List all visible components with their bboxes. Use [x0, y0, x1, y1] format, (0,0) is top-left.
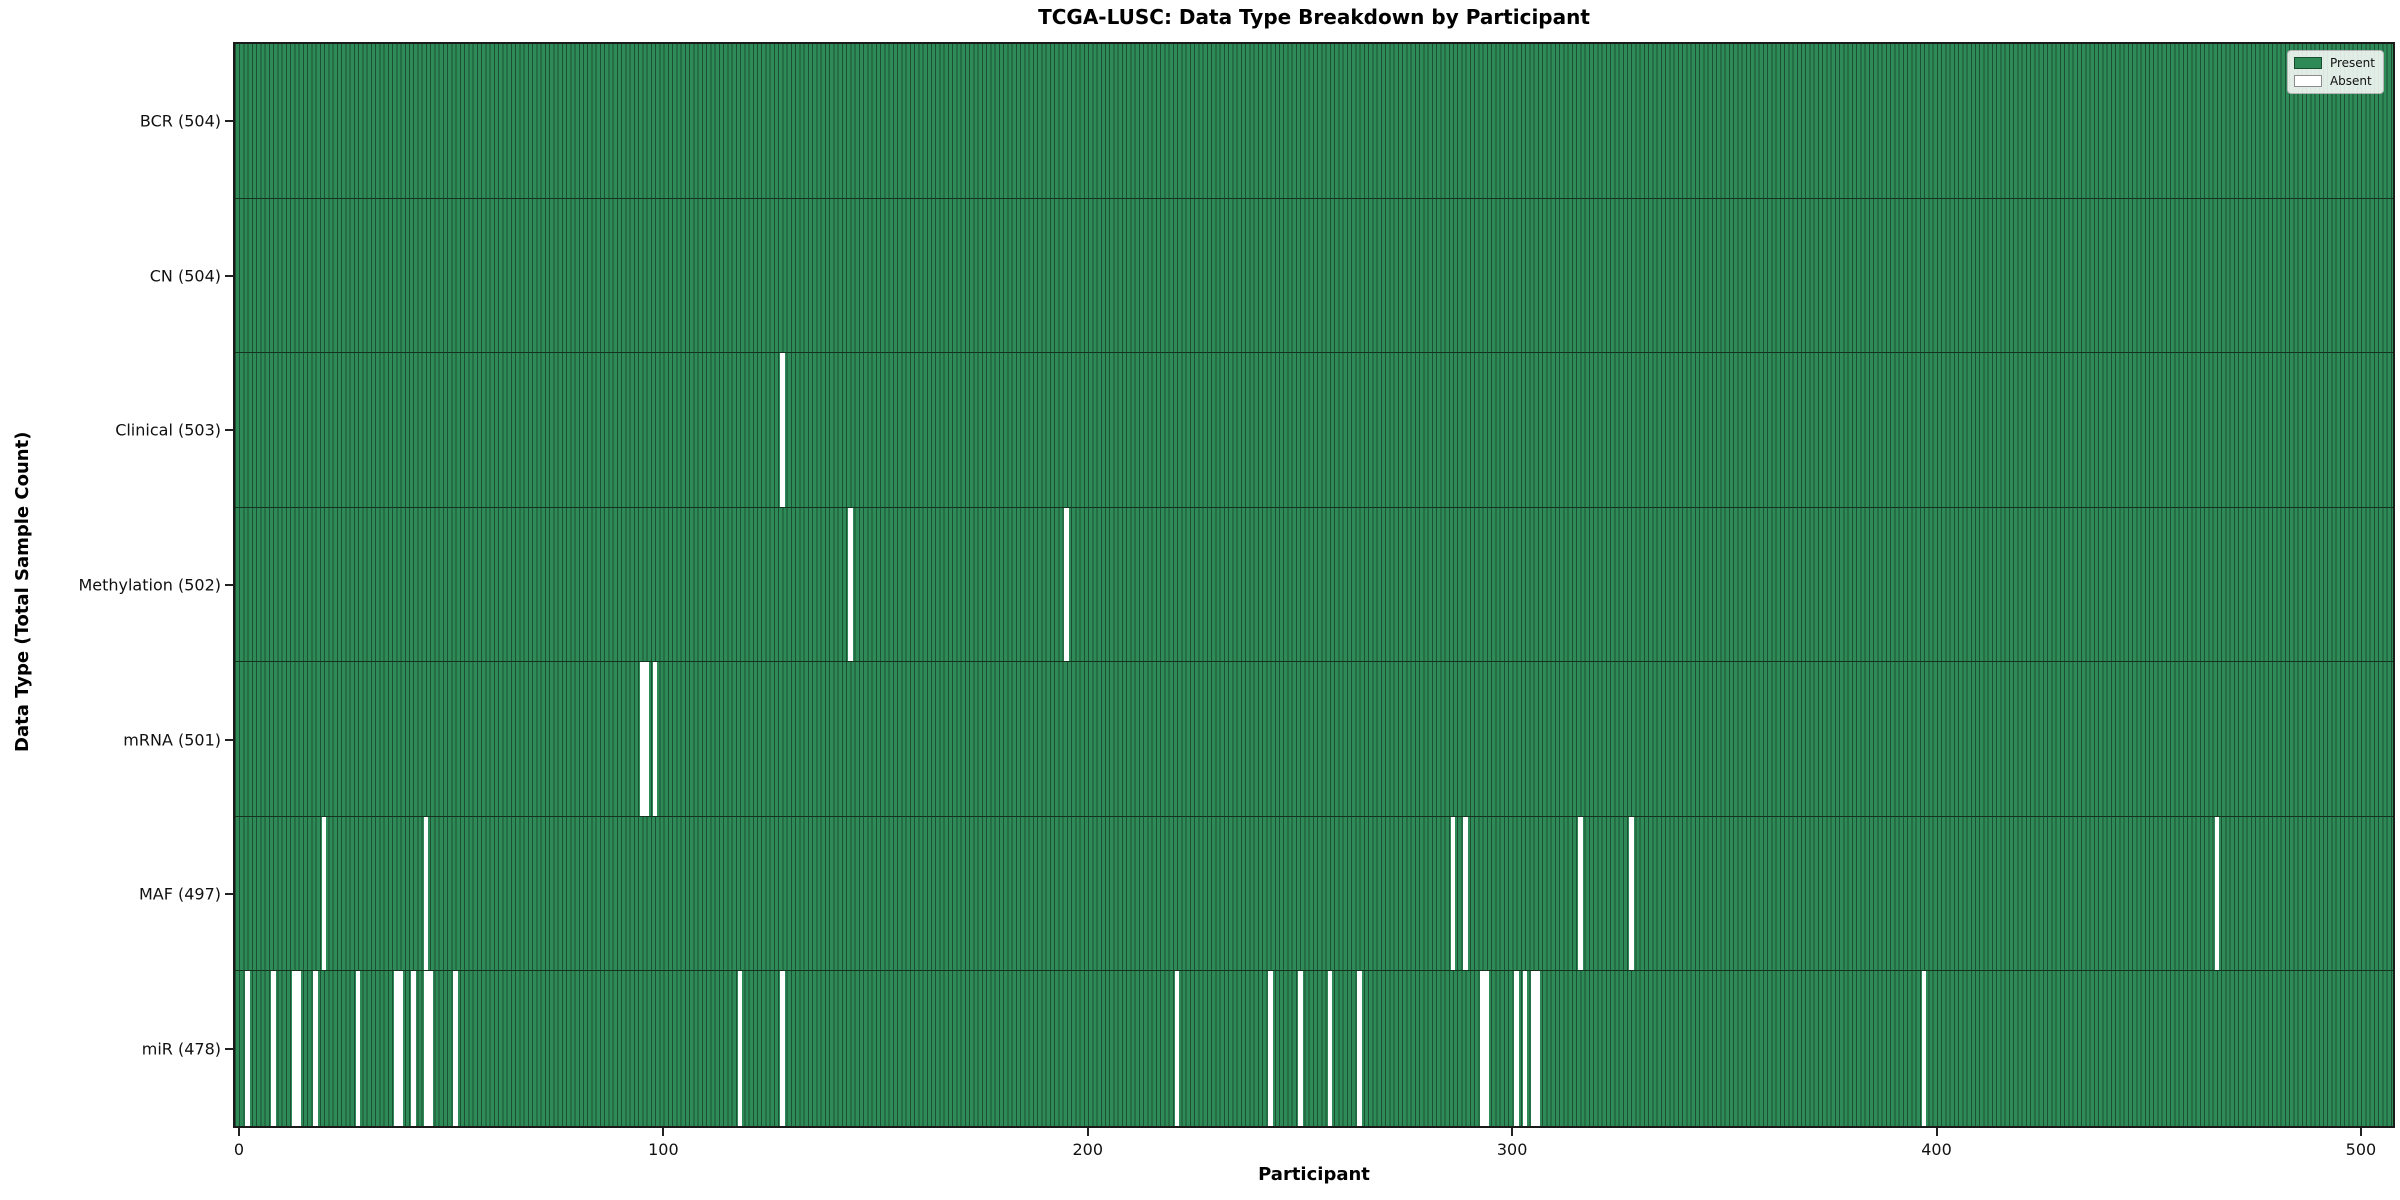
absent-gap	[427, 971, 433, 1126]
x-tick	[1935, 1128, 1938, 1136]
absent-gap	[453, 971, 459, 1126]
legend-label-present: Present	[2329, 56, 2375, 70]
absent-gap	[1921, 971, 1927, 1126]
y-tick	[225, 274, 233, 277]
row-cn	[235, 198, 2393, 354]
absent-gap	[640, 662, 645, 816]
x-tick	[237, 1128, 240, 1136]
absent-gap	[313, 971, 318, 1126]
legend-item-absent: Absent	[2293, 74, 2375, 88]
x-tick	[1511, 1128, 1514, 1136]
x-tick-label: 500	[2345, 1140, 2377, 1159]
absent-gap	[1628, 816, 1634, 971]
y-tick-label: Methylation (502)	[78, 575, 221, 595]
x-tick-label: 300	[1496, 1140, 1528, 1159]
absent-gap	[847, 507, 853, 662]
absent-gap	[1174, 971, 1180, 1126]
absent-gap	[737, 971, 743, 1126]
x-tick-label: 0	[233, 1140, 245, 1159]
chart-title: TCGA-LUSC: Data Type Breakdown by Partic…	[1038, 5, 1590, 29]
absent-gap	[652, 662, 658, 816]
y-tick-label: mRNA (501)	[123, 730, 221, 750]
absent-gap	[321, 816, 327, 971]
absent-gap	[1531, 971, 1536, 1126]
absent-gap	[292, 971, 297, 1126]
x-axis-title: Participant	[1258, 1164, 1370, 1185]
legend-label-absent: Absent	[2329, 74, 2372, 88]
absent-gap	[1522, 971, 1528, 1126]
absent-gap	[393, 971, 399, 1126]
x-tick-label: 200	[1072, 1140, 1104, 1159]
x-tick	[662, 1128, 665, 1136]
x-tick	[1086, 1128, 1089, 1136]
absent-gap	[780, 353, 785, 507]
x-tick-label: 400	[1921, 1140, 1952, 1159]
y-tick	[225, 584, 233, 586]
absent-gap	[1268, 971, 1273, 1126]
y-tick-label: CN (504)	[149, 266, 221, 286]
legend: Present Absent	[2286, 50, 2384, 94]
absent-swatch-icon	[2293, 75, 2322, 87]
row-maf	[235, 816, 2393, 972]
absent-gap	[1450, 816, 1456, 971]
absent-gap	[780, 971, 785, 1126]
y-tick-label: miR (478)	[141, 1039, 221, 1059]
absent-gap	[1577, 816, 1583, 971]
absent-gap	[1297, 971, 1303, 1126]
y-tick	[225, 1047, 233, 1050]
y-tick	[225, 893, 233, 896]
absent-gap	[2214, 816, 2220, 971]
absent-gap	[423, 971, 429, 1126]
row-mrna	[235, 662, 2393, 817]
y-tick-label: MAF (497)	[138, 884, 221, 904]
absent-gap	[1357, 971, 1362, 1126]
row-bcr	[235, 44, 2393, 199]
absent-gap	[1484, 971, 1490, 1126]
absent-gap	[1064, 507, 1070, 662]
absent-gap	[1463, 816, 1469, 971]
absent-gap	[423, 816, 429, 971]
present-swatch-icon	[2293, 57, 2322, 69]
absent-gap	[245, 971, 251, 1126]
absent-gap	[398, 971, 403, 1126]
absent-gap	[1327, 971, 1333, 1126]
y-tick-label: BCR (504)	[139, 111, 221, 131]
y-tick	[225, 738, 233, 741]
x-tick	[2359, 1128, 2362, 1136]
y-tick-label: Clinical (503)	[115, 420, 221, 440]
absent-gap	[1480, 971, 1486, 1126]
legend-item-present: Present	[2293, 56, 2375, 70]
row-clinical	[235, 353, 2393, 508]
x-tick-label: 100	[648, 1140, 679, 1159]
absent-gap	[410, 971, 416, 1126]
y-tick	[225, 429, 233, 432]
absent-gap	[270, 971, 276, 1126]
absent-gap	[355, 971, 361, 1126]
row-mir	[235, 971, 2393, 1126]
absent-gap	[296, 971, 302, 1126]
absent-gap	[1514, 971, 1519, 1126]
plot-area: Present Absent	[233, 42, 2395, 1128]
y-tick	[225, 120, 233, 123]
absent-gap	[644, 662, 649, 816]
row-methylation	[235, 507, 2393, 663]
absent-gap	[1535, 971, 1541, 1126]
